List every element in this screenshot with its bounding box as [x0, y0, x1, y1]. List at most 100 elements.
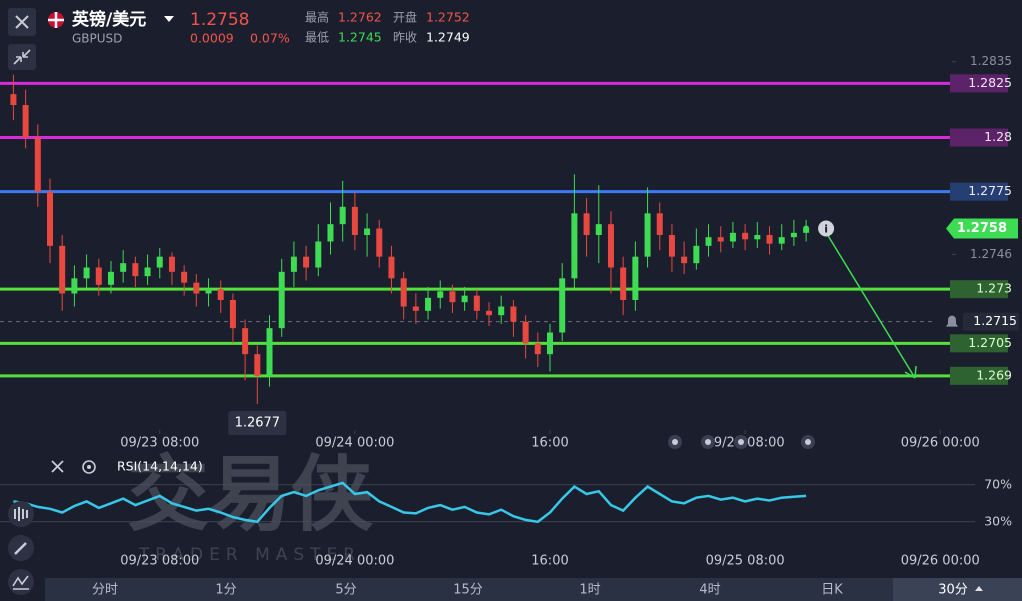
candle-body [778, 237, 785, 244]
tab[interactable]: 1时 [579, 583, 600, 598]
candle-body [693, 245, 700, 264]
candle-body [351, 206, 358, 235]
candle-body [559, 278, 566, 333]
dropdown-icon[interactable] [164, 16, 174, 22]
candle-body [717, 237, 724, 242]
dot-inner [805, 439, 811, 445]
x-tick-label: 09/26 00:00 [901, 554, 980, 569]
tab[interactable]: 日K [821, 583, 843, 598]
candle-body [620, 267, 627, 300]
candle-body [681, 256, 688, 264]
tab[interactable]: 5分 [335, 583, 356, 598]
candle-body [156, 256, 163, 268]
watermark: 交易侠 TRADER MASTER [127, 447, 374, 565]
candle-body [339, 206, 346, 225]
candle-body [144, 267, 151, 277]
candle-body [473, 295, 480, 311]
ref-label-bg [963, 312, 1019, 331]
tab[interactable]: 30分 [938, 583, 968, 598]
candle-body [242, 328, 249, 355]
candle-body [656, 213, 663, 235]
side-tools [8, 501, 34, 595]
collapse-button[interactable] [8, 44, 36, 70]
candle-body [95, 267, 102, 285]
tab[interactable]: 4时 [699, 583, 720, 598]
tool-icon [12, 575, 29, 590]
stat-label: 昨收 [393, 31, 417, 45]
watermark-subtitle: TRADER MASTER [138, 545, 361, 565]
candle-body [71, 278, 78, 294]
x-tick-label: 09/26 00:00 [901, 436, 980, 451]
candle-body [510, 306, 517, 322]
candle-body [10, 94, 17, 105]
candle-body [705, 237, 712, 246]
candle-body [644, 213, 651, 257]
change: 0.0009 [190, 31, 234, 46]
ref-label: 1.2715 [973, 313, 1017, 328]
candle-body [315, 241, 322, 268]
indicator-tick-label: 30% [984, 513, 1012, 528]
candle-body [400, 278, 407, 307]
candle-body [327, 224, 334, 242]
candle-body [522, 321, 529, 344]
watermark-title: 交易侠 [127, 447, 374, 542]
candle-body [388, 256, 395, 279]
tabs: 分时 1分 5分 15分 1时 4时 日K 30分 [92, 583, 968, 598]
last-price-bg [946, 218, 1018, 239]
dot-inner [672, 439, 678, 445]
tool-button[interactable] [8, 501, 34, 527]
candle-body [486, 310, 493, 316]
candle-body [534, 343, 541, 355]
symbol-title[interactable]: 英镑/美元 [72, 9, 146, 30]
candle-body [168, 256, 175, 272]
symbol-code: GBPUSD [72, 32, 122, 46]
level-label: 1.269 [976, 367, 1012, 382]
x-tick-label: 09/23 08:00 [120, 554, 199, 569]
candle-body [205, 289, 212, 294]
x-tick-label: 16:00 [531, 436, 568, 451]
candle-body [583, 213, 590, 235]
tool-icon [14, 507, 28, 521]
bell-icon[interactable] [946, 315, 958, 327]
candle-body [364, 228, 371, 235]
candle-body [59, 245, 66, 294]
y-tick-label: 1.2746 [970, 247, 1012, 261]
last-price-dot [803, 225, 810, 232]
candle-body [303, 256, 310, 268]
indicator-settings[interactable] [82, 460, 96, 474]
candle-body [461, 295, 468, 303]
stat-label: 最高 [305, 10, 329, 25]
candle-body [668, 235, 675, 257]
scroll-dots [668, 435, 815, 449]
low-annotation: 1.2677 [235, 416, 281, 431]
tab[interactable]: 1分 [215, 583, 236, 598]
candle-body [34, 137, 41, 192]
candle-body [425, 297, 432, 311]
indicator-tick-label: 70% [984, 476, 1012, 491]
candle-body [412, 306, 419, 311]
level-label-bg [950, 128, 1008, 147]
candle-body [632, 256, 639, 300]
tab-arrow [975, 586, 983, 591]
collapse-icon [13, 49, 31, 65]
candle-body [229, 300, 236, 329]
stat-value: 1.2762 [338, 10, 382, 25]
candle-body [217, 289, 224, 300]
change-pct: 0.07% [250, 31, 290, 46]
info-button[interactable] [818, 220, 835, 237]
tool-icon [14, 542, 27, 555]
level-label: 1.273 [976, 281, 1012, 296]
indicator-name: RSI(14,14,14) [117, 459, 203, 474]
level-label-bg [950, 182, 1008, 201]
rsi-line [13, 481, 807, 524]
candle-body [437, 291, 444, 298]
candle-body [47, 191, 53, 246]
plot: 1.2835 1.2746 09/23 08:00 09/23 08:00 09/24 … [0, 54, 1019, 569]
last-price-label: 1.2758 [957, 221, 1007, 236]
level-label: 1.2705 [968, 335, 1012, 350]
tab[interactable]: 15分 [453, 583, 483, 598]
tab[interactable]: 分时 [92, 583, 118, 598]
indicator-close[interactable] [51, 460, 64, 473]
